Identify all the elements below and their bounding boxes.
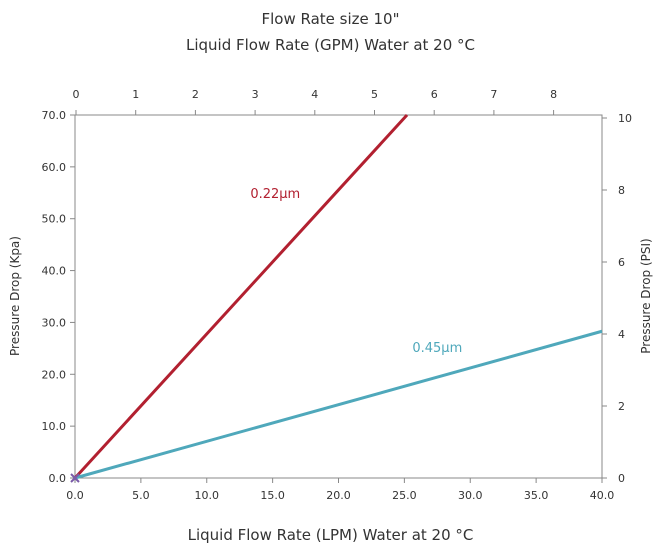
x-tick-label: 0.0 bbox=[66, 489, 84, 502]
y-tick-label: 30.0 bbox=[42, 316, 67, 329]
x-tick-label: 5.0 bbox=[132, 489, 150, 502]
x-tick-label: 30.0 bbox=[458, 489, 483, 502]
y-tick-label: 50.0 bbox=[42, 213, 67, 226]
y-tick-label: 70.0 bbox=[42, 109, 67, 122]
y2-tick-label: 6 bbox=[618, 256, 625, 269]
x-tick-label: 20.0 bbox=[326, 489, 351, 502]
x2-tick-label: 8 bbox=[550, 88, 557, 101]
x2-tick-label: 4 bbox=[311, 88, 318, 101]
chart-subtitle: Liquid Flow Rate (GPM) Water at 20 °C bbox=[185, 36, 476, 54]
x2-tick-label: 7 bbox=[490, 88, 497, 101]
y-axis-label: Pressure Drop (Kpa) bbox=[8, 236, 22, 356]
plot-frame bbox=[74, 114, 603, 479]
y2-axis-label: Pressure Drop (PSI) bbox=[639, 238, 653, 354]
y-tick-label: 20.0 bbox=[42, 368, 67, 381]
x-tick-label: 35.0 bbox=[524, 489, 549, 502]
x-tick-label: 40.0 bbox=[590, 489, 615, 502]
x2-tick-label: 2 bbox=[192, 88, 199, 101]
x-tick-label: 25.0 bbox=[392, 489, 417, 502]
y-tick-label: 10.0 bbox=[42, 420, 67, 433]
origin-marker bbox=[70, 473, 80, 483]
y-tick-label: 60.0 bbox=[42, 161, 67, 174]
x2-tick-label: 6 bbox=[431, 88, 438, 101]
x2-tick-label: 1 bbox=[132, 88, 139, 101]
y2-tick-label: 0 bbox=[618, 472, 625, 485]
series-label-1: 0.45μm bbox=[412, 341, 462, 356]
y2-tick-label: 4 bbox=[618, 328, 625, 341]
x-tick-label: 15.0 bbox=[260, 489, 285, 502]
chart-title: Flow Rate size 10" bbox=[261, 10, 400, 28]
y2-tick-label: 2 bbox=[618, 400, 625, 413]
y2-tick-label: 10 bbox=[618, 112, 632, 125]
x2-tick-label: 0 bbox=[73, 88, 80, 101]
y-tick-label: 40.0 bbox=[42, 265, 67, 278]
y2-tick-label: 8 bbox=[618, 184, 625, 197]
x-tick-label: 10.0 bbox=[195, 489, 220, 502]
x2-tick-label: 5 bbox=[371, 88, 378, 101]
x2-tick-label: 3 bbox=[252, 88, 259, 101]
y-tick-label: 0.0 bbox=[49, 472, 67, 485]
series-line-0 bbox=[73, 113, 409, 480]
series-line-1 bbox=[74, 329, 603, 480]
x-axis-label: Liquid Flow Rate (LPM) Water at 20 °C bbox=[187, 526, 474, 544]
series-label-0: 0.22μm bbox=[250, 187, 300, 202]
